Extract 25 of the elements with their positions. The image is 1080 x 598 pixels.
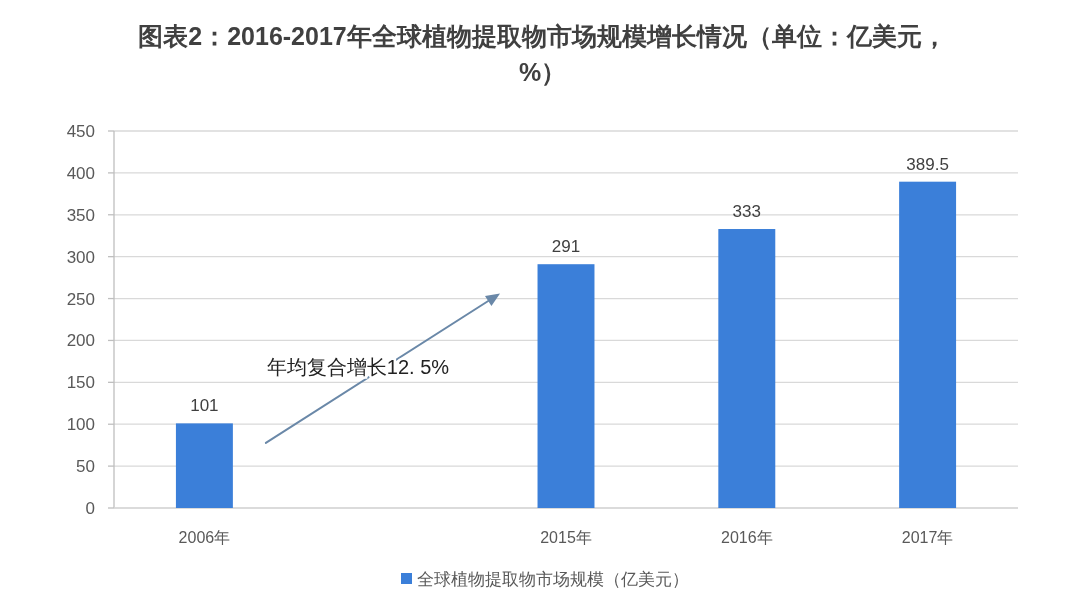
- data-label: 291: [551, 237, 581, 257]
- y-tick-label: 100: [66, 415, 95, 435]
- y-tick-label: 250: [66, 289, 95, 309]
- y-tick-label: 300: [66, 247, 95, 267]
- x-tick-label: 2016年: [721, 529, 773, 546]
- chart-title: 图表2：2016-2017年全球植物提取物市场规模增长情况（单位：亿美元，%）: [137, 21, 948, 88]
- x-tick-label: 2017年: [901, 529, 954, 546]
- data-label: 101: [190, 396, 219, 416]
- annotation: 年均复合增长12. 5%: [266, 356, 450, 379]
- bar: [718, 229, 776, 508]
- bar: [175, 423, 233, 508]
- x-tick-label: 2006年: [178, 529, 231, 546]
- data-label: 389.5: [906, 154, 949, 174]
- bar: [899, 181, 957, 508]
- data-label: 333: [732, 202, 761, 222]
- legend-label: 全球植物提取物市场规模（亿美元）: [417, 570, 689, 589]
- y-tick-label: 400: [66, 163, 95, 183]
- x-tick-label: 2015年: [540, 529, 592, 546]
- y-tick-label: 200: [66, 331, 95, 351]
- y-tick-label: 0: [85, 499, 95, 518]
- bar: [537, 264, 595, 508]
- y-tick-label: 350: [66, 205, 95, 225]
- y-tick-label: 50: [76, 457, 95, 477]
- y-tick-label: 150: [66, 373, 95, 393]
- y-tick-label: 450: [66, 122, 95, 141]
